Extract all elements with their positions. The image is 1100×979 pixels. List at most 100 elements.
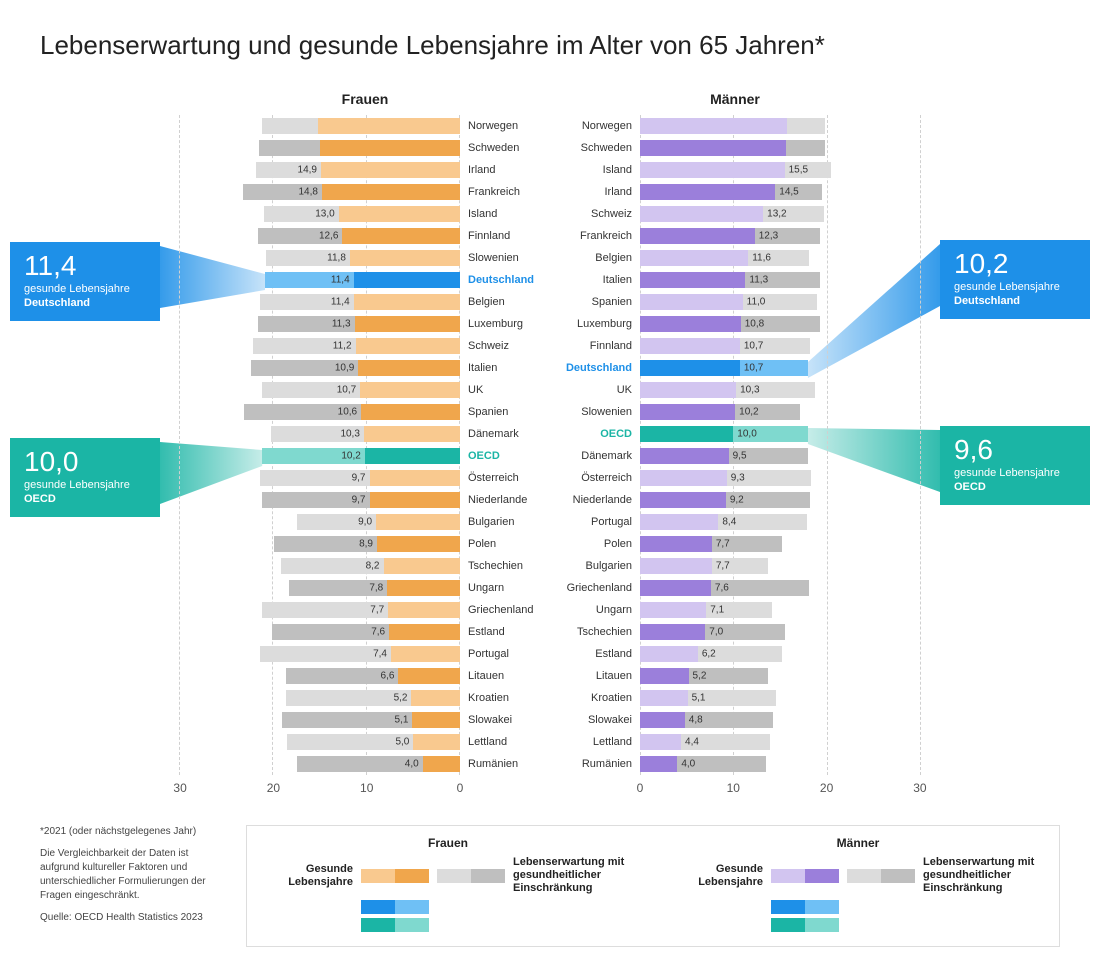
country-label: Spanien: [550, 296, 640, 308]
bar-area: 15,5: [640, 159, 920, 181]
bar-row: Schweden: [180, 137, 550, 159]
bar-limited: [262, 118, 318, 134]
country-label: Slowakei: [460, 714, 550, 726]
bar-area: 4,0: [640, 753, 920, 775]
bar-area: 7,7: [640, 555, 920, 577]
bar-area: 9,7: [180, 467, 460, 489]
country-label: Portugal: [460, 648, 550, 660]
bar-row: Tschechien7,0: [550, 621, 920, 643]
country-label: Litauen: [460, 670, 550, 682]
callout-value: 10,0: [24, 448, 146, 476]
bar-area: 12,6: [180, 225, 460, 247]
bar-row: Niederlande9,7: [180, 489, 550, 511]
bar-row: Island13,0: [180, 203, 550, 225]
country-label: Norwegen: [550, 120, 640, 132]
legend-limited-label: Lebenserwartung mit gesundheitlicher Ein…: [513, 856, 633, 896]
bar-healthy: [370, 492, 461, 508]
country-label: Slowakei: [550, 714, 640, 726]
value-label: 10,3: [740, 385, 759, 396]
legend-women: Frauen Gesunde Lebensjahre Lebenserwartu…: [263, 836, 633, 936]
country-label: Dänemark: [460, 428, 550, 440]
country-label: Schweden: [460, 142, 550, 154]
country-label: Litauen: [550, 670, 640, 682]
country-label: Irland: [460, 164, 550, 176]
value-label: 8,4: [722, 517, 736, 528]
country-label: Polen: [460, 538, 550, 550]
bar-healthy: [640, 206, 763, 222]
country-label: Niederlande: [460, 494, 550, 506]
value-label: 13,0: [315, 209, 334, 220]
bar-area: 7,8: [180, 577, 460, 599]
bar-healthy: [640, 470, 727, 486]
bar-healthy: [640, 536, 712, 552]
country-label: Slowenien: [550, 406, 640, 418]
bar-area: 7,6: [640, 577, 920, 599]
value-label: 5,0: [395, 737, 409, 748]
value-label: 13,2: [767, 209, 786, 220]
bar-healthy: [640, 448, 729, 464]
axis-tick: 0: [457, 781, 464, 795]
country-label: Schweden: [550, 142, 640, 154]
bar-limited: [297, 756, 423, 772]
value-label: 11,6: [752, 253, 771, 264]
value-label: 10,2: [739, 407, 758, 418]
value-label: 11,8: [327, 253, 346, 264]
bar-row: Estland6,2: [550, 643, 920, 665]
bar-limited: [287, 734, 413, 750]
value-label: 7,4: [373, 649, 387, 660]
swatch-men-oecd: [771, 918, 839, 932]
callout-women-oecd: 10,0 gesunde Lebensjahre OECD: [10, 438, 160, 517]
callout-men-de: 10,2 gesunde Lebensjahre Deutschland: [940, 240, 1090, 319]
bar-area: 11,2: [180, 335, 460, 357]
bar-area: 14,5: [640, 181, 920, 203]
bar-healthy: [389, 624, 460, 640]
legend: Frauen Gesunde Lebensjahre Lebenserwartu…: [246, 825, 1060, 947]
bar-healthy: [640, 250, 748, 266]
bar-limited: [786, 140, 825, 156]
bar-row: UK10,7: [180, 379, 550, 401]
value-label: 7,6: [715, 583, 729, 594]
bar-row: Portugal8,4: [550, 511, 920, 533]
bar-healthy: [354, 294, 460, 310]
footnote: *2021 (oder nächstgelegenes Jahr) Die Ve…: [40, 825, 226, 933]
page-title: Lebenserwartung und gesunde Lebensjahre …: [40, 30, 1060, 61]
bar-row: Ungarn7,1: [550, 599, 920, 621]
legend-title-women: Frauen: [263, 836, 633, 850]
bar-healthy: [376, 514, 460, 530]
bar-area: 9,5: [640, 445, 920, 467]
bar-row: Frankreich14,8: [180, 181, 550, 203]
bar-healthy: [640, 118, 787, 134]
bar-healthy: [350, 250, 460, 266]
country-label: Lettland: [550, 736, 640, 748]
bar-row: Dänemark9,5: [550, 445, 920, 467]
value-label: 10,9: [335, 363, 354, 374]
bar-row: Norwegen: [180, 115, 550, 137]
bar-healthy: [342, 228, 460, 244]
country-label: Ungarn: [460, 582, 550, 594]
bar-row: Slowenien11,8: [180, 247, 550, 269]
value-label: 5,2: [394, 693, 408, 704]
country-label: Niederlande: [550, 494, 640, 506]
bar-healthy: [640, 580, 711, 596]
bar-area: 7,0: [640, 621, 920, 643]
bar-area: 4,4: [640, 731, 920, 753]
bar-row: Lettland4,4: [550, 731, 920, 753]
bar-healthy: [354, 272, 460, 288]
value-label: 5,1: [395, 715, 409, 726]
bar-healthy: [364, 426, 460, 442]
bar-healthy: [640, 360, 740, 376]
bar-row: Rumänien4,0: [180, 753, 550, 775]
bar-area: 8,4: [640, 511, 920, 533]
country-label: Lettland: [460, 736, 550, 748]
chart-container: 11,4 gesunde Lebensjahre Deutschland 10,…: [40, 91, 1060, 805]
bar-row: Dänemark10,3: [180, 423, 550, 445]
bar-row: Portugal 7,4: [180, 643, 550, 665]
swatch-women-limited: [437, 869, 505, 883]
column-header-men: Männer: [550, 91, 920, 107]
country-label: Italien: [550, 274, 640, 286]
bar-healthy: [384, 558, 461, 574]
bar-area: 13,0: [180, 203, 460, 225]
value-label: 7,8: [369, 583, 383, 594]
bar-row: Griechenland7,7: [180, 599, 550, 621]
bar-area: 5,2: [180, 687, 460, 709]
